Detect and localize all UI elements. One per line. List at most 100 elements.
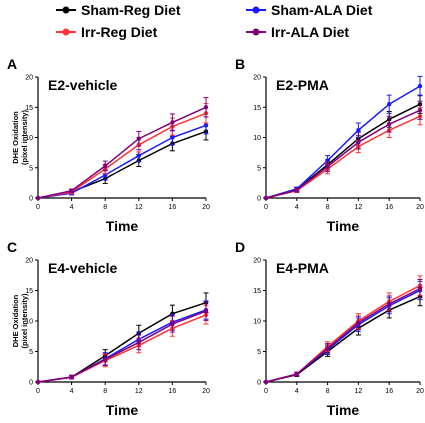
data-point [294,187,299,193]
chart-panel-a: A E2-vehicle 0 4 8 12 16 20 0 5 10 15 20 Time DHE Oxid… [7,56,210,234]
series-irr-reg-diet [263,275,423,385]
data-point [203,105,209,110]
y-tick-label: 15 [253,288,261,295]
panel-letter: D [235,239,245,255]
data-point [35,195,41,201]
x-tick-label: 8 [103,204,107,211]
x-tick-label: 4 [70,204,74,211]
x-tick-label: 0 [264,204,268,211]
series-line [265,288,421,383]
data-point [69,374,74,380]
data-point [417,108,423,113]
series-line [37,301,207,383]
legend: Sham-Reg Diet Sham-ALA Diet Irr-Reg Diet… [56,2,373,40]
y-tick-label: 20 [25,258,33,265]
series-line [265,85,421,199]
x-tick-label: 16 [385,388,393,395]
data-point [387,121,392,127]
series-sham-ala-diet [263,75,423,201]
x-tick-label: 20 [416,204,424,211]
legend-entry-sham-reg: Sham-Reg Diet [56,2,181,18]
series-sham-reg-diet [263,94,423,201]
data-point [325,164,330,169]
x-tick-label: 20 [202,388,210,395]
x-tick-label: 8 [326,388,330,395]
data-point [103,357,108,362]
data-point [35,379,41,385]
chart-panel-c: C E4-vehicle 0 4 8 12 16 20 0 5 10 15 20 Time DHE Oxid… [7,239,210,418]
panel-letter: A [7,56,17,72]
x-tick-label: 0 [264,388,268,395]
y-tick-label: 5 [29,165,33,172]
x-tick-label: 8 [103,388,107,395]
chart-title: E4-PMA [276,260,329,276]
series-sham-ala-diet [35,300,209,385]
x-tick-label: 0 [36,388,40,395]
x-tick-label: 4 [70,388,74,395]
data-point [136,340,141,345]
y-tick-label: 10 [253,135,261,142]
x-tick-label: 16 [169,204,177,211]
series-line [265,115,421,199]
legend-label: Irr-ALA Diet [271,24,349,40]
data-point [356,128,361,133]
chart-panel-d: D E4-PMA 0 4 8 12 16 20 0 5 10 15 20 Time [235,239,424,418]
data-point [356,140,361,145]
y-tick-label: 20 [253,75,261,82]
x-tick-label: 16 [169,388,177,395]
x-tick-label: 0 [36,204,40,211]
series-line [265,103,421,199]
x-tick-label: 8 [326,204,330,211]
series-sham-ala-diet [35,116,209,201]
x-axis-label: Time [327,218,360,234]
y-tick-label: 15 [253,105,261,112]
y-axis-label: (pixel intensity) [20,109,29,165]
y-tick-label: 20 [25,75,33,82]
x-tick-label: 4 [295,204,299,211]
data-point [69,188,74,193]
series-line [265,295,421,383]
data-point [203,123,209,128]
y-tick-label: 10 [25,319,33,326]
data-point [417,83,423,89]
data-point [170,135,175,140]
series-line [37,124,207,199]
chart-title: E2-vehicle [48,77,117,93]
y-axis-label: (pixel intensity) [20,293,29,349]
y-tick-label: 0 [257,380,261,387]
x-tick-label: 16 [385,204,393,211]
data-point [136,153,141,158]
series-irr-ala-diet [263,100,423,201]
y-tick-label: 10 [253,319,261,326]
data-point [136,136,141,141]
legend-entry-sham-ala: Sham-ALA Diet [246,2,373,18]
x-tick-label: 12 [355,388,363,395]
series-irr-ala-diet [263,279,423,385]
x-axis-label: Time [106,402,139,418]
x-tick-label: 4 [295,388,299,395]
series-sham-reg-diet [35,292,209,385]
x-tick-label: 12 [135,204,143,211]
data-point [294,371,299,377]
x-axis-label: Time [327,402,360,418]
y-tick-label: 20 [253,258,261,265]
x-axis-label: Time [106,218,139,234]
legend-label: Irr-Reg Diet [81,24,158,40]
y-tick-label: 0 [257,196,261,203]
y-tick-label: 15 [25,288,33,295]
data-point [263,195,269,201]
panel-letter: C [7,239,17,255]
series-irr-ala-diet [35,301,209,385]
data-point [103,163,108,169]
series-irr-ala-diet [35,97,209,201]
data-point [203,309,209,314]
y-axis-label: DHE Oxidation [11,111,20,164]
data-point [170,120,175,125]
y-tick-label: 0 [29,196,33,203]
chart-panel-b: B E2-PMA 0 4 8 12 16 20 0 5 10 15 20 Time [235,56,424,234]
series-line [37,112,207,199]
data-point [356,320,361,326]
y-tick-label: 10 [25,135,33,142]
chart-panels: A E2-vehicle 0 4 8 12 16 20 0 5 10 15 20 Time DHE Oxid… [7,56,424,418]
